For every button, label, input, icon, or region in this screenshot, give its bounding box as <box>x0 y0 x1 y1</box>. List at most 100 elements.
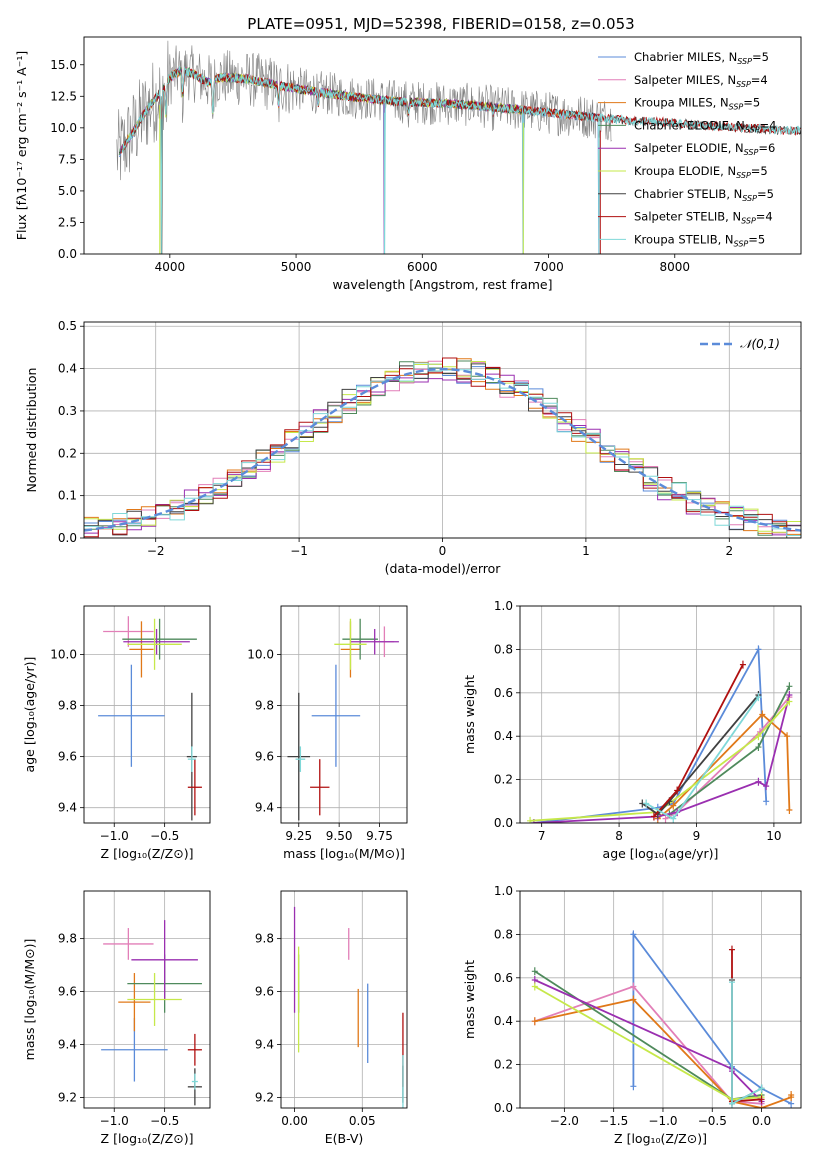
x-tick-label: 8000 <box>659 260 690 274</box>
weight-marker <box>630 1082 637 1091</box>
legend-label: Kroupa STELIB, NSSP=5 <box>634 232 765 248</box>
y-tick-label: 9.8 <box>58 932 77 946</box>
legend-label: Chabrier STELIB, NSSP=5 <box>634 187 774 203</box>
x-tick-label: −0.5 <box>150 1114 179 1128</box>
errorbar-point-kroupa-miles <box>118 973 151 1032</box>
x-tick-label: −0.5 <box>150 829 179 843</box>
x-tick-label: 4000 <box>155 260 186 274</box>
panel-residuals: −2 −1 0 1 2 0.0 0.1 0.2 0.3 0.4 0.5 (data-model)/er… <box>24 319 802 576</box>
model-line-kroupa-stelib <box>121 65 801 254</box>
y-tick-label: 7.5 <box>58 152 77 166</box>
tick-labels: −2 −1 0 1 2 0.0 0.1 0.2 0.3 0.4 0.5 <box>58 319 733 558</box>
x-tick-label: 9 <box>693 829 701 843</box>
weight-marker <box>728 978 735 987</box>
y-tick-label: 0.4 <box>58 362 77 376</box>
axes-frame <box>83 890 211 1109</box>
plot-area <box>116 40 801 254</box>
weight-marker <box>755 645 762 654</box>
weight-marker <box>670 801 677 810</box>
y-tick-label: 0.6 <box>494 686 513 700</box>
panel-weight-vs-Z: −2.0 −1.5 −1.0 −0.5 0.0 0.0 0.2 0.4 0.6 0.8 1.0 Z [… <box>462 884 802 1146</box>
errorbar-point-kroupa-stelib <box>295 746 306 772</box>
legend-label: Chabrier MILES, NSSP=5 <box>634 50 769 66</box>
tick-labels: −2.0 −1.5 −1.0 −0.5 0.0 0.0 0.2 0.4 0.6 0.8 1.0 <box>494 884 771 1128</box>
tick-labels: 4000 5000 6000 7000 8000 0.0 2.5 5.0 7.5 10.0 12.5… <box>50 58 690 274</box>
x-tick-label: 0.00 <box>281 1114 308 1128</box>
legend-label: Kroupa MILES, NSSP=5 <box>634 96 760 112</box>
weight-marker <box>630 982 637 991</box>
errorbar-point-kroupa-elodie <box>334 618 367 670</box>
legend: Chabrier MILES, NSSP=5 Salpeter MILES, NS… <box>598 50 776 248</box>
errorbar-point-salpeter-elodie <box>131 920 198 1000</box>
errorbar-point-salpeter-elodie <box>350 628 399 655</box>
weight-marker <box>759 710 766 719</box>
y-tick-label: 10.0 <box>50 121 77 135</box>
errorbar-point-chabrier-miles <box>98 664 165 767</box>
y-tick-label: 9.8 <box>58 699 77 713</box>
weight-marker <box>763 782 770 791</box>
y-tick-label: 0.5 <box>58 319 77 333</box>
axes-frame <box>280 890 408 1109</box>
y-tick-label: 0.1 <box>58 489 77 503</box>
plot-area <box>287 618 399 821</box>
axes-frame <box>519 890 802 1109</box>
axes-frame <box>519 605 802 824</box>
grid-lines <box>281 891 407 1108</box>
x-tick-label: 0.05 <box>349 1114 376 1128</box>
x-tick-label: 8 <box>615 829 623 843</box>
weight-marker <box>662 814 669 823</box>
y-tick-label: 1.0 <box>494 884 513 898</box>
weight-marker <box>786 682 793 691</box>
weight-marker <box>755 777 762 786</box>
y-tick-label: 9.8 <box>255 932 274 946</box>
y-tick-label: 0.0 <box>494 1101 513 1115</box>
legend-label: Kroupa ELODIE, NSSP=5 <box>634 164 768 180</box>
normal-curve <box>84 367 801 532</box>
weight-marker <box>643 799 650 808</box>
y-tick-label: 9.4 <box>58 801 77 815</box>
weight-marker <box>758 1095 765 1104</box>
grid-lines <box>520 890 801 1109</box>
x-tick-label: −1 <box>290 544 308 558</box>
x-tick-label: −0.5 <box>698 1114 727 1128</box>
x-axis-label: E(B-V) <box>325 1131 364 1146</box>
errorbar-point-kroupa-elodie <box>127 973 182 1026</box>
y-tick-label: 0.0 <box>494 816 513 830</box>
errorbar-point-chabrier-elodie <box>122 618 197 660</box>
y-tick-label: 9.2 <box>255 1090 274 1104</box>
histogram-salpeter-elodie <box>84 373 801 536</box>
tick-labels: 7 8 9 10 0.0 0.2 0.4 0.6 0.8 1.0 <box>494 599 782 843</box>
errorbar-point-kroupa-elodie <box>127 618 182 670</box>
y-tick-label: 0.4 <box>494 729 513 743</box>
x-axis-label: age [log₁₀(age/yr)] <box>603 846 719 861</box>
y-axis-label: mass weight <box>462 675 477 754</box>
x-tick-label: 0 <box>439 544 447 558</box>
y-tick-label: 0.2 <box>494 1058 513 1072</box>
errorbar-point-kroupa-stelib <box>187 746 196 772</box>
panel-spectrum: 4000 5000 6000 7000 8000 0.0 2.5 5.0 7.5 10.0 12.5… <box>14 36 802 292</box>
weight-marker <box>758 1084 765 1093</box>
x-tick-label: −1.5 <box>599 1114 628 1128</box>
weight-marker <box>788 1090 795 1099</box>
plot-area <box>98 616 202 821</box>
y-tick-label: 0.8 <box>494 642 513 656</box>
errorbar-point-kroupa-miles <box>129 621 154 678</box>
panel-age-vs-mass: 9.25 9.50 9.75 9.4 9.6 9.8 10.0 mass [log₁₀(M/M… <box>247 605 408 861</box>
weight-marker <box>755 693 762 702</box>
panel-age-vs-Z: −1.0 −0.5 9.4 9.6 9.8 10.0 Z [log₁₀(Z/Z⊙)] age … <box>22 605 211 861</box>
weight-marker <box>630 930 637 939</box>
weight-marker <box>763 797 770 806</box>
x-tick-label: 10 <box>766 829 781 843</box>
weight-line-chabrier-stelib <box>641 694 760 816</box>
y-axis-label: Normed distribution <box>24 368 39 493</box>
x-tick-label: −1.0 <box>100 829 129 843</box>
y-tick-label: 10.0 <box>50 648 77 662</box>
x-tick-label: −1.0 <box>100 1114 129 1128</box>
weight-marker <box>786 697 793 706</box>
weight-marker <box>670 814 677 823</box>
legend-label: Salpeter MILES, NSSP=4 <box>634 73 768 89</box>
y-tick-label: 9.4 <box>255 1037 274 1051</box>
observed-spectrum-line <box>116 40 612 181</box>
x-tick-label: 1 <box>582 544 590 558</box>
